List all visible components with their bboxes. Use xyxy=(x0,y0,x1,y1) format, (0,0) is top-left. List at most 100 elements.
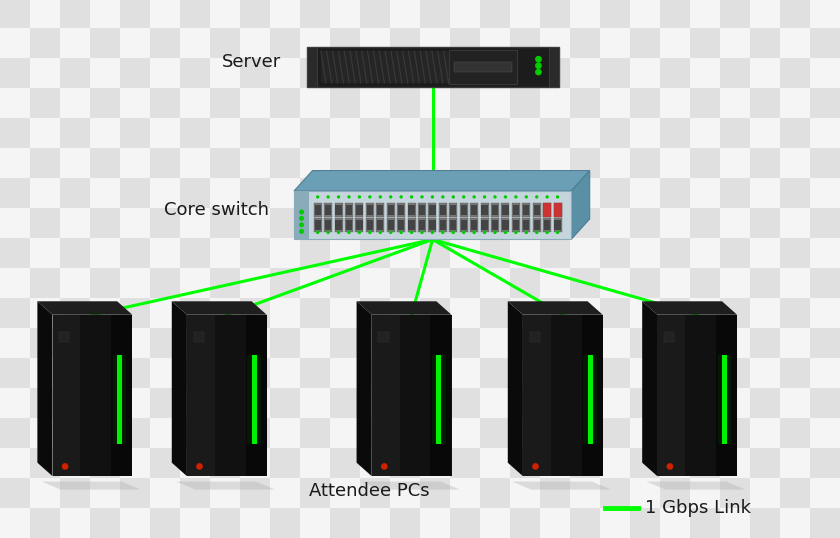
Bar xyxy=(449,203,457,217)
Bar xyxy=(554,203,562,217)
Bar xyxy=(450,28,480,58)
Polygon shape xyxy=(642,301,657,476)
Bar xyxy=(210,388,240,418)
Bar xyxy=(390,28,420,58)
Bar xyxy=(540,208,570,238)
Bar xyxy=(450,238,480,268)
Polygon shape xyxy=(371,315,400,476)
Bar xyxy=(270,118,300,148)
Bar xyxy=(570,268,600,298)
Bar xyxy=(360,358,390,388)
Bar xyxy=(630,208,660,238)
Bar xyxy=(480,118,510,148)
Bar xyxy=(540,268,570,298)
Bar xyxy=(750,448,780,478)
Bar xyxy=(630,88,660,118)
Bar xyxy=(630,358,660,388)
Bar xyxy=(387,220,394,230)
Bar xyxy=(570,388,600,418)
Bar xyxy=(356,205,363,215)
Bar xyxy=(780,118,810,148)
Bar xyxy=(429,205,436,215)
Bar xyxy=(240,58,270,88)
Bar xyxy=(356,220,363,230)
Bar xyxy=(630,178,660,208)
Bar xyxy=(294,191,571,239)
Bar xyxy=(408,205,415,215)
Bar xyxy=(346,205,352,215)
Bar xyxy=(150,238,180,268)
Polygon shape xyxy=(42,482,141,490)
Bar xyxy=(512,205,519,215)
Polygon shape xyxy=(642,301,738,315)
Bar xyxy=(240,28,270,58)
Bar xyxy=(720,178,750,208)
Bar xyxy=(120,298,150,328)
Bar xyxy=(270,28,300,58)
Bar xyxy=(780,358,810,388)
Bar xyxy=(210,298,240,328)
Bar xyxy=(180,478,210,508)
Bar xyxy=(360,148,390,178)
Circle shape xyxy=(545,195,549,199)
Bar xyxy=(690,0,720,28)
Bar xyxy=(420,508,450,538)
Bar xyxy=(210,0,240,28)
Bar xyxy=(660,118,690,148)
Polygon shape xyxy=(294,171,590,191)
Bar xyxy=(120,358,150,388)
Bar xyxy=(360,388,390,418)
Bar xyxy=(360,268,390,298)
Bar xyxy=(30,418,60,448)
Circle shape xyxy=(462,195,465,199)
Circle shape xyxy=(327,195,330,199)
Bar xyxy=(660,28,690,58)
Bar xyxy=(780,508,810,538)
Bar xyxy=(210,448,240,478)
Bar xyxy=(324,203,332,217)
Bar xyxy=(210,328,240,358)
Bar xyxy=(120,418,150,448)
Bar xyxy=(60,178,90,208)
Bar xyxy=(180,118,210,148)
Bar xyxy=(449,218,457,232)
Bar xyxy=(270,208,300,238)
Bar xyxy=(780,388,810,418)
Bar xyxy=(533,205,540,215)
Bar xyxy=(30,208,60,238)
Bar xyxy=(570,508,600,538)
Bar xyxy=(540,508,570,538)
Circle shape xyxy=(379,231,382,234)
Bar xyxy=(210,148,240,178)
Bar xyxy=(660,268,690,298)
Bar xyxy=(660,418,690,448)
Bar xyxy=(810,58,840,88)
Bar xyxy=(90,298,120,328)
Bar xyxy=(600,208,630,238)
Bar xyxy=(30,478,60,508)
Bar xyxy=(583,355,597,444)
Bar xyxy=(180,148,210,178)
Bar xyxy=(120,88,150,118)
Bar xyxy=(780,28,810,58)
Bar xyxy=(549,47,559,88)
Bar xyxy=(120,58,150,88)
Bar xyxy=(30,178,60,208)
Bar xyxy=(120,478,150,508)
Bar xyxy=(570,208,600,238)
Bar xyxy=(600,358,630,388)
Bar xyxy=(540,298,570,328)
Bar xyxy=(750,28,780,58)
Bar xyxy=(30,238,60,268)
Bar xyxy=(810,88,840,118)
Bar xyxy=(450,478,480,508)
Bar xyxy=(480,28,510,58)
Bar xyxy=(630,298,660,328)
Bar xyxy=(90,328,120,358)
Bar xyxy=(660,388,690,418)
Bar xyxy=(53,315,133,476)
Polygon shape xyxy=(657,315,685,476)
Polygon shape xyxy=(176,482,276,490)
Bar xyxy=(540,448,570,478)
Circle shape xyxy=(299,229,304,234)
